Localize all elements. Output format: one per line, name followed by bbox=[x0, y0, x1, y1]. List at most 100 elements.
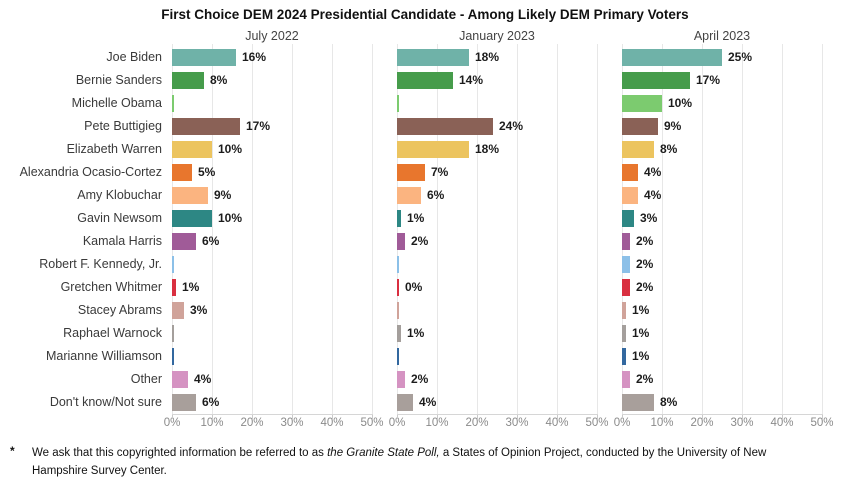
bar bbox=[622, 371, 630, 388]
bar-value-label: 25% bbox=[728, 50, 753, 64]
axis-tick-label: 10% bbox=[200, 417, 224, 429]
candidate-label: Amy Klobuchar bbox=[77, 188, 162, 202]
bar-value-label: 4% bbox=[644, 165, 662, 179]
bar-value-label: 8% bbox=[210, 73, 228, 87]
bar bbox=[397, 210, 401, 227]
bar bbox=[172, 187, 208, 204]
bar bbox=[397, 371, 405, 388]
bar-value-label: 10% bbox=[668, 96, 693, 110]
axis-tick bbox=[742, 415, 743, 419]
bar bbox=[397, 49, 469, 66]
bar-value-label: 9% bbox=[664, 119, 682, 133]
bar bbox=[622, 95, 662, 112]
bar-value-label: 6% bbox=[427, 188, 445, 202]
candidate-label: Gretchen Whitmer bbox=[60, 280, 162, 294]
bar bbox=[622, 302, 626, 319]
bar-value-label: 4% bbox=[194, 372, 212, 386]
bar-value-label: 1% bbox=[182, 280, 200, 294]
bar bbox=[172, 233, 196, 250]
bar bbox=[172, 72, 204, 89]
axis-tick-label: 30% bbox=[730, 417, 754, 429]
bar bbox=[172, 325, 174, 342]
bar-value-label: 3% bbox=[640, 211, 658, 225]
candidate-label: Don't know/Not sure bbox=[49, 395, 162, 409]
bar-value-label: 1% bbox=[407, 326, 425, 340]
bar-value-label: 9% bbox=[214, 188, 232, 202]
axis-tick bbox=[702, 415, 703, 419]
bar-value-label: 4% bbox=[644, 188, 662, 202]
candidate-label: Marianne Williamson bbox=[45, 349, 162, 363]
bar-value-label: 17% bbox=[696, 73, 721, 87]
bar-value-label: 10% bbox=[218, 211, 243, 225]
bar-value-label: 16% bbox=[242, 50, 267, 64]
candidate-label: Alexandria Ocasio-Cortez bbox=[19, 165, 162, 179]
axis-tick-label: 0% bbox=[613, 417, 631, 429]
bar-value-label: 8% bbox=[660, 142, 678, 156]
axis-tick-label: 0% bbox=[163, 417, 181, 429]
bar bbox=[622, 233, 630, 250]
axis-tick bbox=[172, 415, 173, 419]
bar bbox=[622, 187, 638, 204]
bar bbox=[622, 210, 634, 227]
bar-value-label: 2% bbox=[636, 257, 654, 271]
bar bbox=[172, 118, 240, 135]
candidate-label: Joe Biden bbox=[106, 50, 162, 64]
bar-value-label: 0% bbox=[405, 280, 423, 294]
bar bbox=[172, 348, 174, 365]
axis-tick-label: 20% bbox=[240, 417, 264, 429]
bar-value-label: 6% bbox=[202, 234, 220, 248]
candidate-label: Robert F. Kennedy, Jr. bbox=[39, 257, 162, 271]
panel-header-january-2023: January 2023 bbox=[459, 29, 535, 43]
footnote-prefix: We ask that this copyrighted information… bbox=[32, 447, 328, 459]
axis-tick bbox=[212, 415, 213, 419]
bar-value-label: 2% bbox=[636, 372, 654, 386]
axis-tick bbox=[332, 415, 333, 419]
bar bbox=[397, 95, 399, 112]
axis-tick bbox=[292, 415, 293, 419]
candidate-label: Raphael Warnock bbox=[63, 326, 162, 340]
bar bbox=[172, 49, 236, 66]
axis-tick-label: 10% bbox=[650, 417, 674, 429]
axis-tick-label: 30% bbox=[280, 417, 304, 429]
bar bbox=[172, 371, 188, 388]
bar bbox=[397, 164, 425, 181]
bar bbox=[172, 141, 212, 158]
bar-value-label: 17% bbox=[246, 119, 271, 133]
bar-value-label: 1% bbox=[407, 211, 425, 225]
bar bbox=[622, 394, 654, 411]
bar bbox=[397, 187, 421, 204]
bar-value-label: 2% bbox=[411, 234, 429, 248]
axis-tick-label: 30% bbox=[505, 417, 529, 429]
axis-tick bbox=[477, 415, 478, 419]
bar-value-label: 1% bbox=[632, 303, 650, 317]
axis-tick-label: 0% bbox=[388, 417, 406, 429]
bar-value-label: 1% bbox=[632, 326, 650, 340]
axis-tick-label: 20% bbox=[690, 417, 714, 429]
bar bbox=[397, 233, 405, 250]
axis-tick bbox=[397, 415, 398, 419]
bar bbox=[622, 348, 626, 365]
bar bbox=[397, 325, 401, 342]
bar bbox=[622, 164, 638, 181]
bar-value-label: 2% bbox=[636, 280, 654, 294]
panel-gridlines bbox=[397, 44, 598, 415]
bar-value-label: 6% bbox=[202, 395, 220, 409]
axis-tick-label: 50% bbox=[360, 417, 384, 429]
bar-value-label: 24% bbox=[499, 119, 524, 133]
axis-tick-label: 50% bbox=[810, 417, 834, 429]
bar bbox=[172, 256, 174, 273]
candidate-label: Other bbox=[130, 372, 162, 386]
footnote: * We ask that this copyrighted informati… bbox=[10, 444, 828, 481]
bar bbox=[397, 394, 413, 411]
candidate-label: Michelle Obama bbox=[71, 96, 162, 110]
candidate-label: Kamala Harris bbox=[82, 234, 162, 248]
axis-tick-label: 40% bbox=[545, 417, 569, 429]
axis-tick bbox=[662, 415, 663, 419]
bar-value-label: 3% bbox=[190, 303, 208, 317]
bar bbox=[622, 256, 630, 273]
bar bbox=[622, 72, 690, 89]
bar bbox=[172, 210, 212, 227]
bar-value-label: 18% bbox=[475, 142, 500, 156]
bar bbox=[622, 49, 722, 66]
